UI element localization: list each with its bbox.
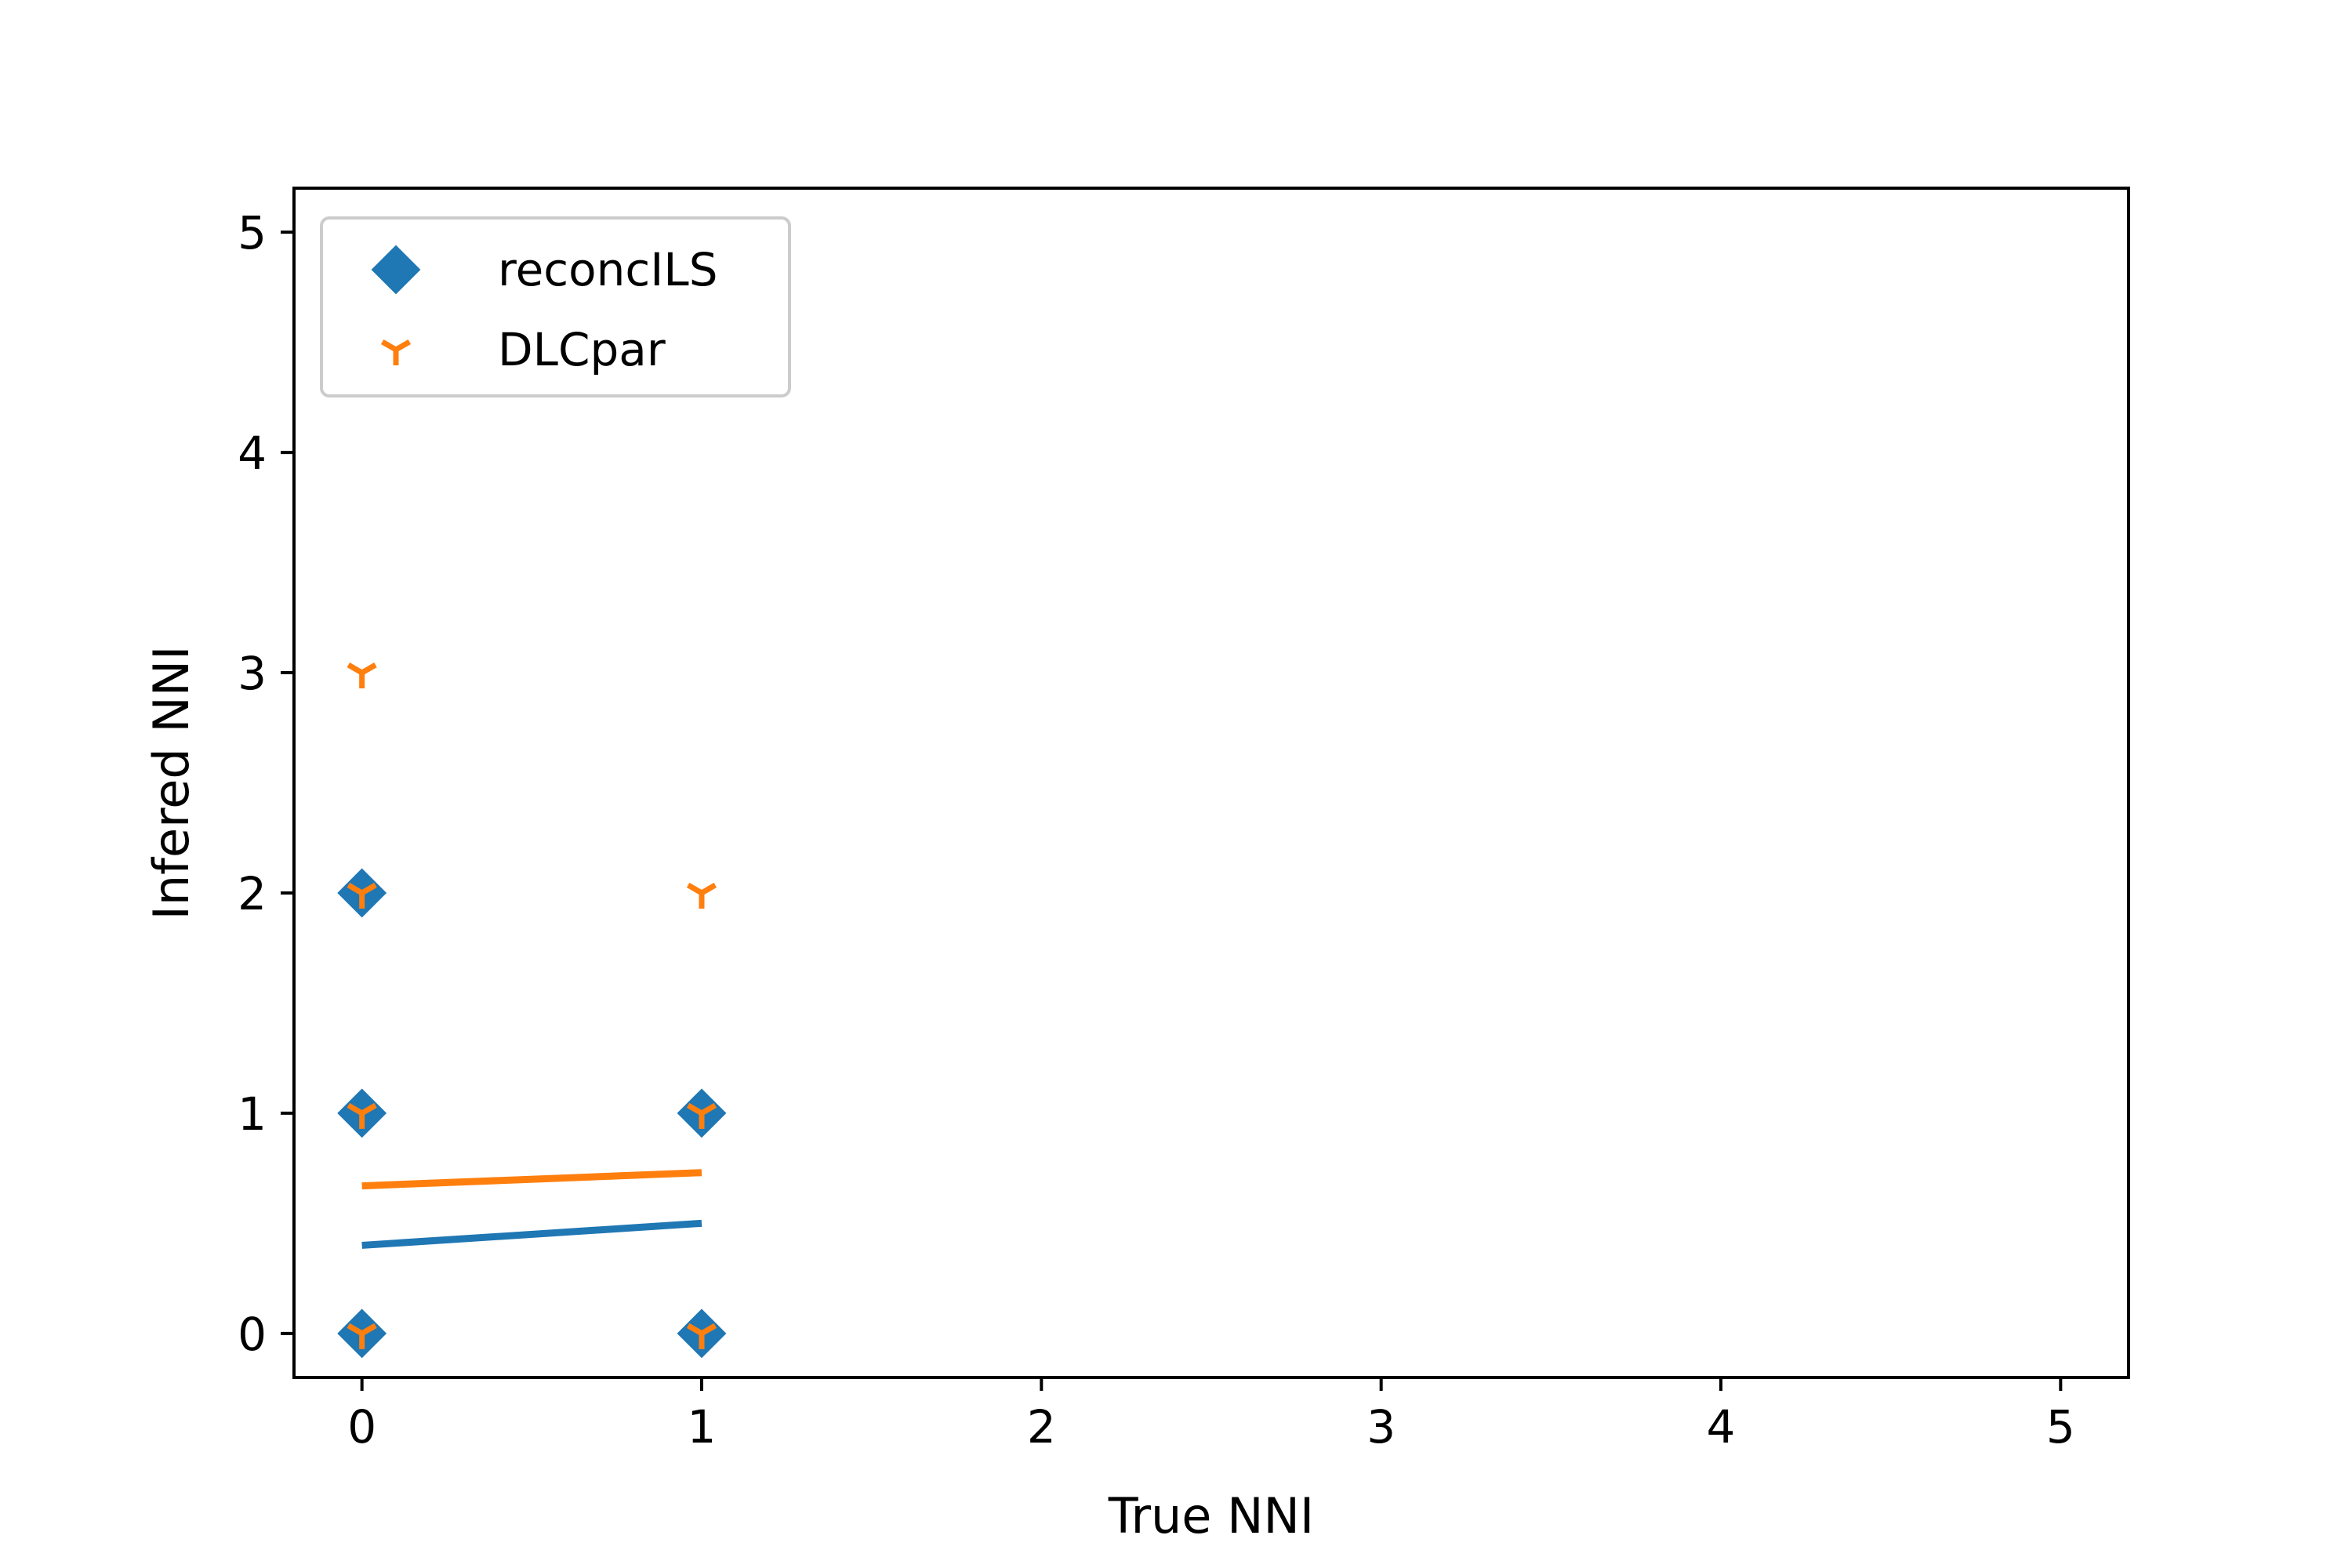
x-tick-label: 0 — [347, 1400, 376, 1454]
data-points — [337, 662, 727, 1359]
x-tick-label: 4 — [1707, 1400, 1736, 1454]
y-axis-ticks: 0 1 2 3 4 5 — [238, 206, 294, 1361]
data-point — [686, 1102, 717, 1129]
trend-line-dlcpar — [361, 1169, 702, 1190]
legend-marker-tri-down-icon — [380, 339, 412, 365]
x-tick-label: 5 — [2046, 1400, 2075, 1454]
data-point — [347, 882, 377, 909]
data-point — [686, 1323, 717, 1349]
series-dlcpar — [347, 662, 717, 1349]
data-point — [347, 1323, 377, 1349]
legend-entry-reconcils: reconcILS — [371, 243, 718, 296]
plot-frame — [292, 187, 2130, 1379]
legend-marker — [380, 339, 412, 365]
legend-label: DLCpar — [498, 323, 666, 376]
legend-marker — [371, 245, 421, 295]
y-tick-label: 0 — [238, 1308, 267, 1361]
data-point — [347, 1102, 377, 1129]
data-point — [686, 882, 717, 909]
legend: reconcILS DLCpar — [320, 216, 791, 397]
trend-lines — [361, 1169, 702, 1249]
x-tick-label: 2 — [1027, 1400, 1056, 1454]
y-tick-label: 3 — [238, 647, 267, 700]
x-tick-label: 3 — [1367, 1400, 1396, 1454]
x-axis-ticks: 0 1 2 3 4 5 — [347, 1377, 2075, 1454]
data-point — [347, 662, 377, 689]
trend-line-reconcils — [361, 1219, 702, 1249]
y-tick-label: 5 — [238, 206, 267, 260]
x-axis-label: True NNI — [1108, 1487, 1314, 1544]
y-tick-label: 2 — [238, 867, 267, 920]
y-tick-label: 4 — [238, 426, 267, 480]
y-tick-label: 1 — [238, 1087, 267, 1141]
x-tick-label: 1 — [688, 1400, 717, 1454]
y-axis-label: Infered NNI — [143, 646, 200, 920]
legend-marker-diamond-icon — [371, 245, 421, 295]
legend-box — [320, 216, 791, 397]
legend-entry-dlcpar: DLCpar — [380, 323, 666, 376]
legend-label: reconcILS — [498, 243, 718, 296]
